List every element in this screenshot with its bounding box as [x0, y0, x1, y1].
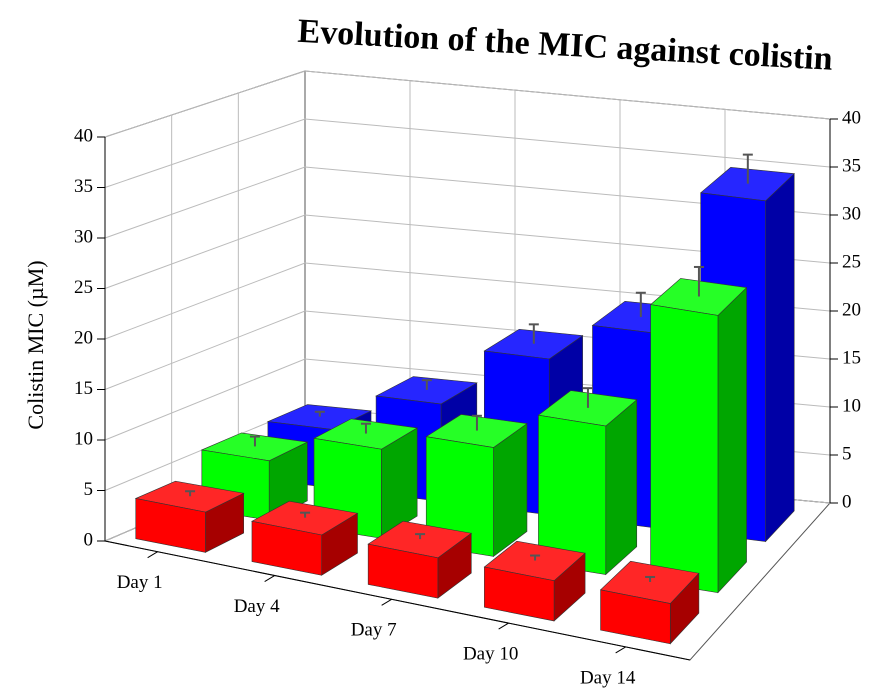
y-tick-label: 20	[74, 327, 93, 348]
y-tick-label: 30	[74, 226, 93, 247]
x-tick-label: Day 7	[351, 620, 397, 641]
y2-tick-label: 30	[842, 203, 861, 224]
bar	[600, 589, 671, 645]
y-tick-label: 10	[74, 428, 93, 449]
y2-tick-label: 40	[842, 107, 861, 128]
bar	[367, 543, 439, 599]
y2-tick-label: 5	[842, 443, 852, 464]
grid-line	[104, 214, 831, 289]
y2-tick-label: 35	[842, 155, 861, 176]
grid-line	[104, 166, 831, 239]
bar-side	[605, 399, 638, 576]
y-tick-label: 15	[74, 378, 93, 399]
y-tick-label: 25	[74, 277, 93, 298]
bar	[650, 304, 719, 594]
grid-line	[104, 70, 831, 138]
bar-side	[765, 172, 795, 543]
x-tick	[498, 622, 509, 630]
y2-tick-label: 0	[842, 491, 852, 512]
bar-side	[717, 286, 747, 594]
x-tick-label: Day 14	[580, 667, 636, 688]
grid-line	[104, 262, 831, 340]
x-axis	[104, 540, 691, 661]
y2-tick-label: 20	[842, 299, 861, 320]
x-tick	[381, 598, 392, 606]
x-tick	[264, 575, 275, 582]
grid-line	[104, 118, 831, 188]
y2-tick-label: 10	[842, 395, 861, 416]
y-tick-label: 35	[74, 176, 93, 197]
x-tick-label: Day 4	[234, 596, 280, 617]
x-tick-label: Day 1	[117, 572, 163, 593]
y-tick-label: 5	[84, 479, 94, 500]
y2-tick-label: 15	[842, 347, 861, 368]
bar	[135, 498, 206, 553]
y-tick-label: 40	[74, 125, 93, 146]
chart-title: Evolution of the MIC against colistin	[297, 13, 834, 78]
x-tick	[615, 646, 626, 654]
x-tick-label: Day 10	[463, 643, 518, 664]
x-tick	[147, 551, 158, 559]
y2-tick-label: 25	[842, 251, 861, 272]
y-axis-label: Colistin MIC (µM)	[23, 260, 48, 429]
bar	[484, 566, 555, 622]
y-tick-label: 0	[84, 529, 94, 550]
bar	[251, 520, 322, 576]
